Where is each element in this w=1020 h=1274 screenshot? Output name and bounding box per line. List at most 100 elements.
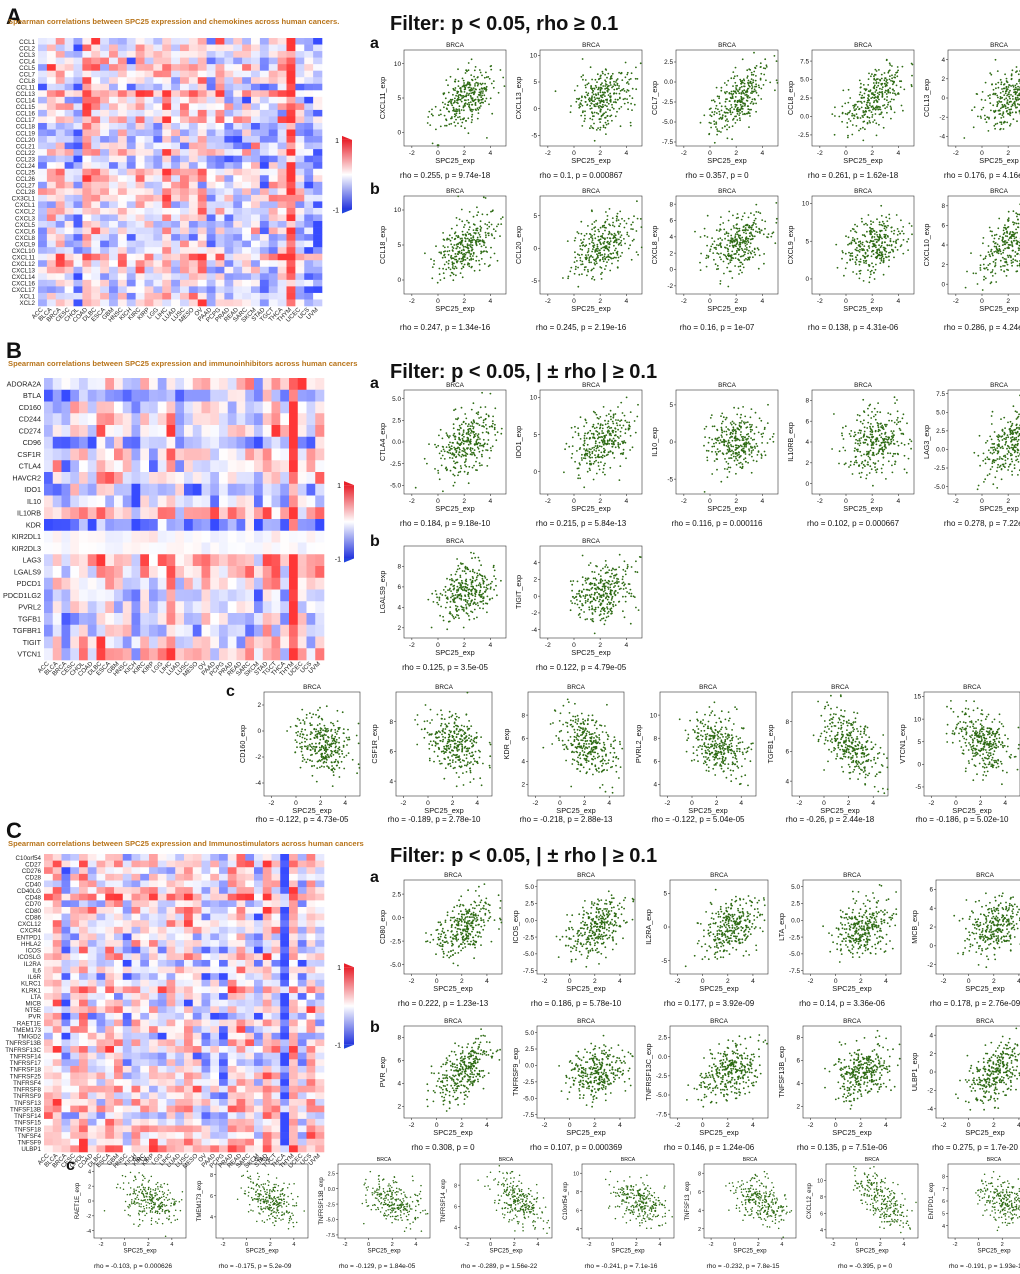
heatmap-cell [135, 266, 145, 274]
scatter-point [460, 109, 463, 111]
scatter-point [989, 262, 991, 265]
y-tick-label: 0 [805, 276, 809, 283]
scatter-point [609, 78, 612, 80]
scatter-point [996, 243, 999, 246]
heatmap-cell [126, 77, 136, 85]
heatmap-cell [46, 136, 57, 143]
heatmap-cell [197, 240, 207, 248]
heatmap-cell [117, 286, 128, 294]
heatmap-cell [162, 116, 172, 124]
heatmap-cell [180, 116, 190, 124]
scatter-point [1004, 73, 1006, 76]
scatter-point [1002, 111, 1005, 113]
scatter-point [711, 237, 713, 240]
scatter-point [742, 254, 745, 257]
scatter-point [456, 224, 458, 227]
scatter-point [876, 234, 878, 236]
scatter-point [751, 84, 753, 86]
scatter-point [591, 223, 594, 226]
scatter-point [458, 116, 461, 118]
scatter-point [762, 84, 765, 86]
scatter-point [900, 244, 903, 246]
scatter-point [445, 119, 448, 122]
scatter-point [883, 227, 886, 230]
heatmap-cell [55, 188, 65, 196]
scatter-point [562, 277, 564, 279]
heatmap-cell [46, 201, 57, 209]
scatter-point [733, 227, 735, 229]
scatter-point [774, 89, 776, 92]
scatter-point [866, 224, 869, 226]
heatmap-cell [144, 142, 154, 150]
heatmap-cell [109, 44, 119, 52]
scatter-point [469, 240, 472, 242]
scatter-point [739, 119, 741, 122]
heatmap-cell [153, 149, 163, 156]
scatter-point [460, 267, 463, 270]
heatmap-cell [171, 279, 181, 287]
scatter-point [451, 236, 453, 239]
heatmap-cell [295, 116, 305, 124]
scatter-point [726, 124, 728, 126]
heatmap-cell [277, 194, 287, 202]
scatter-point [854, 223, 856, 226]
scatter-point [592, 242, 595, 245]
heatmap-cell [126, 103, 136, 111]
heatmap-cell [227, 389, 237, 402]
heatmap-cell [135, 181, 145, 189]
heatmap-cell [171, 116, 181, 124]
scatter-point [591, 91, 594, 94]
scatter-point [471, 119, 473, 121]
scatter-point [770, 235, 773, 238]
scatter-point [595, 248, 598, 250]
heatmap-cell [135, 207, 145, 215]
heatmap-row-label: CCL8 [19, 78, 35, 85]
heatmap-cell [100, 221, 110, 228]
scatter-point [895, 71, 897, 74]
heatmap-cell [236, 401, 246, 414]
scatter-point [740, 239, 742, 242]
scatter-point [872, 229, 875, 232]
scatter-point [593, 103, 595, 106]
scatter-point [873, 100, 876, 102]
heatmap-cell [251, 221, 261, 228]
scatter-point [593, 100, 596, 102]
scatter-point [740, 247, 743, 250]
scatter-point [889, 240, 892, 243]
heatmap-cell [64, 279, 74, 287]
scatter-point [991, 83, 993, 85]
scatter-point [867, 214, 870, 216]
scatter-point [989, 94, 991, 96]
heatmap-cell [304, 51, 314, 58]
scatter-point [484, 100, 487, 103]
heatmap-cell [73, 247, 83, 255]
heatmap-cell [268, 129, 278, 137]
scatter-point [1015, 239, 1018, 242]
scatter-point [476, 214, 478, 217]
heatmap-row-label: CCL3 [19, 52, 35, 59]
scatter-point [1006, 101, 1009, 104]
scatter-point [775, 217, 778, 220]
scatter-point [849, 120, 852, 122]
scatter-point [629, 124, 632, 127]
heatmap-cell [117, 90, 128, 98]
scatter-point [882, 261, 885, 264]
heatmap-cell [117, 77, 128, 85]
scatter-point [835, 243, 838, 246]
scatter-point [856, 106, 859, 108]
heatmap-cell [171, 155, 181, 163]
scatter-point [569, 270, 572, 273]
scatter-point [470, 58, 473, 61]
scatter-point [886, 90, 889, 92]
scatter-point [594, 84, 597, 87]
heatmap-cell [180, 77, 190, 85]
scatter-point [1011, 245, 1014, 248]
heatmap-cell [251, 207, 261, 215]
y-tick-label: 0.0 [800, 114, 809, 121]
heatmap-cell [304, 162, 314, 170]
heatmap-cell [55, 44, 65, 52]
heatmap-cell [87, 413, 97, 426]
scatter-point [910, 225, 913, 227]
scatter-point [977, 115, 979, 118]
scatter-point [883, 82, 886, 85]
